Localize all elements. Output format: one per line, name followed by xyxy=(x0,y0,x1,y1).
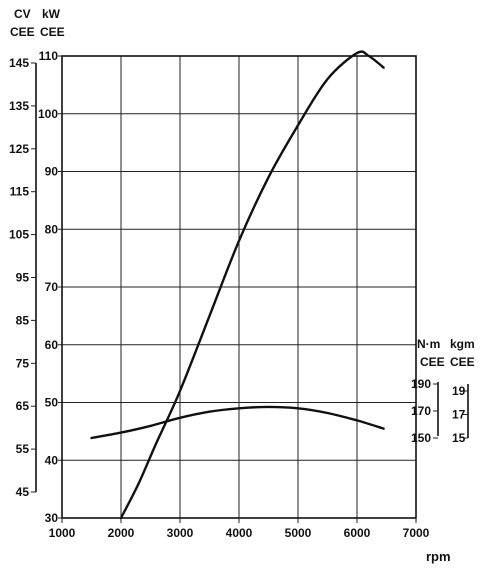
axis-layer: 1000 2000 3000 4000 5000 6000 7000 30 40 50 60 70 80… xyxy=(9,49,468,540)
kw-tick-label: 40 xyxy=(45,453,59,467)
cv-tick-label: 45 xyxy=(16,485,30,499)
x-tick-label: 2000 xyxy=(108,526,135,540)
kw-unit-label: kW xyxy=(42,7,61,21)
x-tick-label: 1000 xyxy=(49,526,76,540)
cv-tick-label: 65 xyxy=(16,399,30,413)
x-tick-label: 5000 xyxy=(285,526,312,540)
kw-tick-label: 100 xyxy=(38,107,58,121)
kw-tick-label: 30 xyxy=(45,511,59,525)
torque-curve xyxy=(90,405,385,440)
kw-tick-label: 70 xyxy=(45,280,59,294)
cv-tick-label: 55 xyxy=(16,442,30,456)
cv-tick-label: 75 xyxy=(16,356,30,370)
cv-unit-sub-label: CEE xyxy=(10,25,35,39)
nm-tick-label: 190 xyxy=(411,377,431,391)
kgm-tick-label: 17 xyxy=(452,408,466,422)
kw-tick-label: 50 xyxy=(45,396,59,410)
kw-tick-label: 110 xyxy=(39,49,59,63)
x-tick-label: 4000 xyxy=(226,526,253,540)
cv-tick-label: 125 xyxy=(9,142,29,156)
x-tick-label: 3000 xyxy=(167,526,194,540)
cv-tick-label: 95 xyxy=(16,271,30,285)
cv-tick-label: 85 xyxy=(16,313,30,327)
x-tick-label: 6000 xyxy=(344,526,371,540)
kgm-unit-sub-label: CEE xyxy=(450,355,475,369)
kw-tick-label: 60 xyxy=(45,338,59,352)
nm-tick-label: 170 xyxy=(411,404,431,418)
kw-unit-sub-label: CEE xyxy=(40,25,65,39)
cv-tick-label: 115 xyxy=(10,185,30,199)
cv-tick-label: 135 xyxy=(9,99,29,113)
cv-unit-label: CV xyxy=(14,7,31,21)
kgm-tick-label: 15 xyxy=(452,431,466,445)
nm-tick-label: 150 xyxy=(411,431,431,445)
nm-unit-label: N·m xyxy=(417,337,440,351)
power-curve xyxy=(119,50,385,520)
cv-tick-label: 105 xyxy=(9,228,29,242)
series-layer xyxy=(90,50,385,520)
kgm-tick-label: 19 xyxy=(452,384,466,398)
cv-tick-label: 145 xyxy=(9,56,29,70)
x-tick-label: 7000 xyxy=(403,526,430,540)
kgm-unit-label: kgm xyxy=(450,337,475,351)
nm-unit-sub-label: CEE xyxy=(420,355,445,369)
x-axis-title: rpm xyxy=(426,549,451,564)
kw-tick-label: 90 xyxy=(45,165,59,179)
grid-layer xyxy=(62,56,416,518)
kw-tick-label: 80 xyxy=(45,222,59,236)
